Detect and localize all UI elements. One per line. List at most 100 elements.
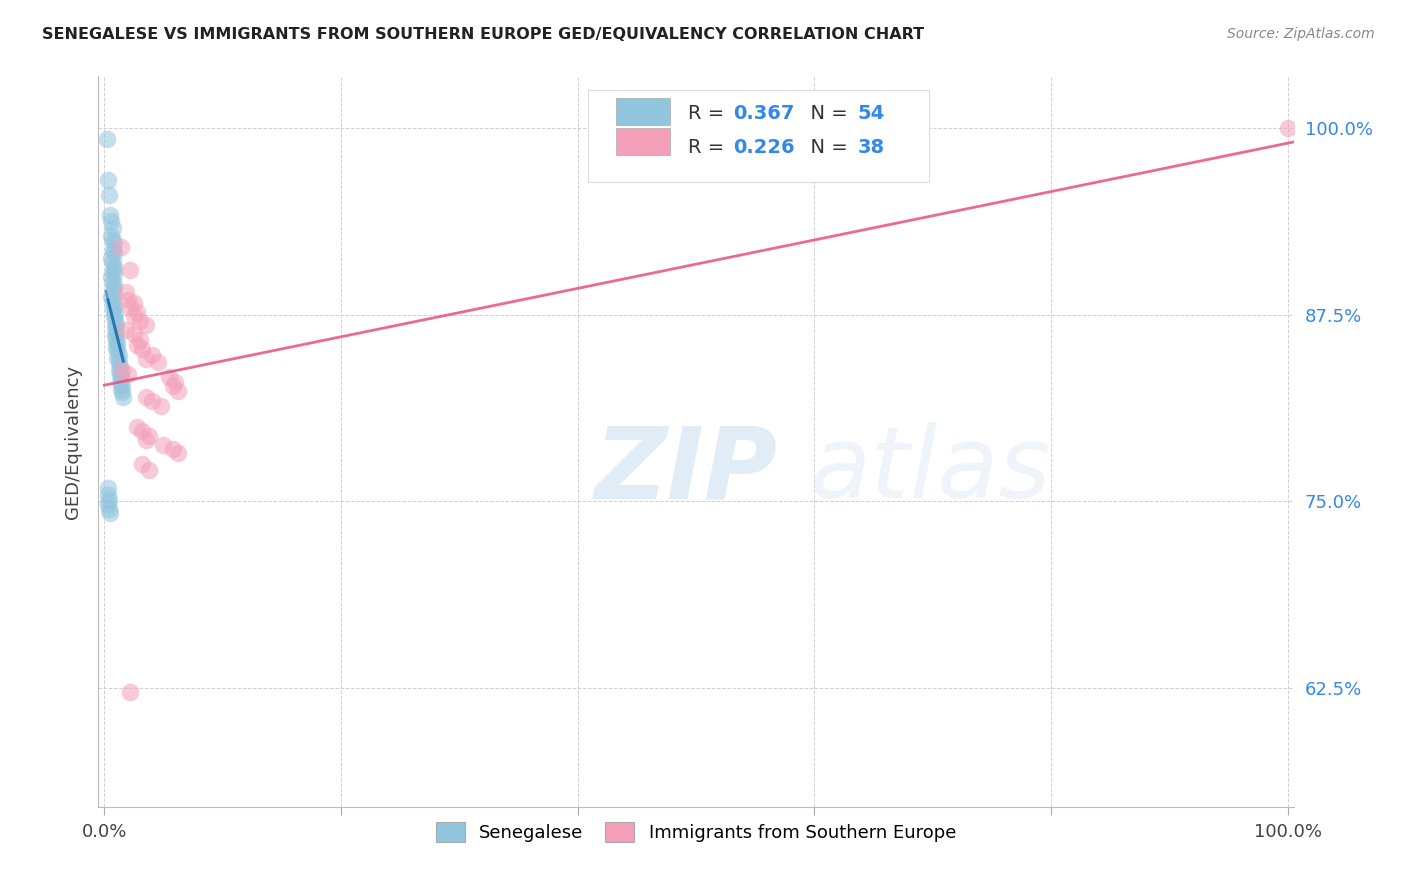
Legend: Senegalese, Immigrants from Southern Europe: Senegalese, Immigrants from Southern Eur… [427, 813, 965, 851]
Point [98, 506, 121, 520]
Point [101, 275, 124, 289]
Point [100, 251, 122, 265]
FancyBboxPatch shape [589, 90, 929, 182]
Point [141, 394, 163, 409]
Point [100, 290, 122, 304]
Point [122, 295, 145, 310]
Point [103, 309, 125, 323]
Point [101, 301, 124, 316]
Text: N =: N = [797, 103, 853, 122]
Point [117, 293, 139, 307]
Point [111, 377, 134, 392]
Point [103, 268, 125, 282]
Point [100, 228, 122, 243]
Point [104, 321, 127, 335]
Point [110, 240, 132, 254]
Point [98, 208, 121, 222]
Point [98, 188, 121, 202]
Text: 38: 38 [858, 138, 884, 157]
Point [127, 337, 149, 351]
Text: ZIP: ZIP [595, 422, 778, 519]
Text: atlas: atlas [810, 422, 1052, 519]
Point [1277, 121, 1299, 136]
Point [104, 306, 127, 320]
Point [141, 348, 163, 362]
Point [120, 685, 142, 699]
Point [96, 131, 118, 145]
Point [127, 304, 149, 318]
Point [107, 355, 129, 369]
Point [138, 463, 160, 477]
Point [111, 385, 134, 400]
Point [101, 244, 124, 258]
Point [101, 255, 124, 269]
Point [98, 492, 121, 507]
Point [103, 286, 125, 301]
Point [165, 375, 187, 389]
Point [114, 322, 136, 336]
Point [101, 294, 124, 309]
Point [112, 390, 135, 404]
Point [105, 351, 128, 365]
Point [101, 233, 124, 247]
Text: 0.226: 0.226 [733, 138, 794, 157]
Point [103, 299, 125, 313]
Point [110, 382, 132, 396]
Point [135, 433, 157, 447]
Point [107, 363, 129, 377]
Point [98, 501, 121, 516]
Point [166, 384, 188, 398]
Point [101, 263, 124, 277]
Point [152, 437, 174, 451]
Point [97, 497, 120, 511]
Point [100, 213, 122, 227]
Point [166, 446, 188, 460]
Text: SENEGALESE VS IMMIGRANTS FROM SOUTHERN EUROPE GED/EQUIVALENCY CORRELATION CHART: SENEGALESE VS IMMIGRANTS FROM SOUTHERN E… [42, 27, 924, 42]
Point [105, 343, 128, 358]
Point [97, 481, 120, 495]
Point [100, 270, 122, 285]
Point [108, 359, 131, 374]
Point [111, 363, 134, 377]
Point [103, 246, 125, 260]
Point [101, 282, 124, 296]
FancyBboxPatch shape [616, 98, 669, 125]
Y-axis label: GED/Equivalency: GED/Equivalency [63, 365, 82, 518]
Point [107, 348, 129, 362]
Text: 54: 54 [858, 103, 884, 122]
Point [131, 424, 153, 438]
Point [105, 336, 128, 351]
Point [135, 352, 157, 367]
Point [101, 221, 124, 235]
Point [108, 375, 131, 389]
Text: N =: N = [797, 138, 853, 157]
Point [135, 318, 157, 332]
Point [105, 333, 128, 347]
Point [105, 318, 128, 332]
Point [97, 173, 120, 187]
Point [131, 342, 153, 356]
Point [127, 419, 149, 434]
Point [120, 263, 142, 277]
Point [108, 368, 131, 382]
Point [114, 285, 136, 300]
Text: 0.367: 0.367 [733, 103, 794, 122]
Point [131, 457, 153, 471]
Point [128, 333, 150, 347]
Point [105, 341, 128, 355]
Text: R =: R = [688, 103, 730, 122]
Point [120, 300, 142, 314]
Point [104, 313, 127, 327]
Text: R =: R = [688, 138, 730, 157]
Point [103, 279, 125, 293]
Point [128, 313, 150, 327]
Point [97, 488, 120, 502]
Point [157, 370, 180, 384]
Point [162, 379, 184, 393]
Point [103, 237, 125, 252]
Point [104, 328, 127, 343]
Point [103, 260, 125, 274]
Point [122, 309, 145, 323]
Text: Source: ZipAtlas.com: Source: ZipAtlas.com [1227, 27, 1375, 41]
FancyBboxPatch shape [616, 128, 669, 155]
